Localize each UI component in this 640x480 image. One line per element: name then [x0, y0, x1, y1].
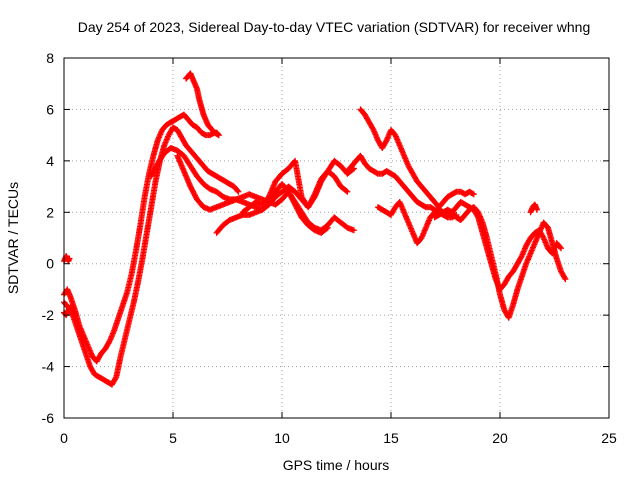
x-tick-label: 20 — [492, 430, 508, 446]
data-point — [344, 188, 351, 195]
series-arc-11 — [431, 204, 569, 321]
series-arc-1 — [61, 111, 222, 365]
y-tick-label: 2 — [46, 204, 54, 220]
data-point — [382, 138, 389, 145]
chart-title: Day 254 of 2023, Sidereal Day-to-day VTE… — [78, 19, 591, 35]
data-point — [215, 131, 222, 138]
data-point — [539, 233, 546, 240]
series-arc-7 — [239, 157, 357, 216]
data-point — [324, 224, 331, 231]
data-point — [534, 206, 541, 213]
data-point — [106, 339, 113, 346]
y-tick-label: 6 — [46, 101, 54, 117]
data-point — [558, 245, 565, 252]
x-tick-label: 15 — [383, 430, 399, 446]
data-point — [71, 312, 78, 319]
axis-ticks: 0 5 10 15 20 25 -6 -4 -2 0 2 4 6 8 — [42, 50, 617, 446]
plot-frame — [63, 57, 610, 419]
data-point — [323, 225, 330, 232]
data-point — [112, 375, 119, 382]
y-tick-label: -6 — [42, 410, 55, 426]
data-point — [343, 187, 350, 194]
series-arc-5 — [183, 70, 222, 139]
data-point — [557, 244, 564, 251]
x-tick-label: 25 — [601, 430, 617, 446]
series-arc-14 — [527, 201, 541, 216]
data-points — [61, 70, 569, 388]
y-tick-label: 8 — [46, 50, 54, 66]
data-point — [311, 192, 318, 199]
data-point — [369, 125, 376, 132]
data-point — [470, 191, 477, 198]
y-tick-label: -4 — [42, 359, 55, 375]
data-point — [562, 276, 569, 283]
data-point — [235, 188, 242, 195]
y-tick-label: 4 — [46, 153, 54, 169]
series-arc-6 — [213, 181, 331, 236]
y-tick-label: 0 — [46, 256, 54, 272]
data-point — [234, 187, 241, 194]
y-tick-label: -2 — [42, 307, 55, 323]
data-point — [66, 255, 73, 262]
x-tick-label: 5 — [169, 430, 177, 446]
series-arc-12 — [61, 253, 73, 265]
series-arc-2 — [61, 124, 242, 388]
x-axis-label: GPS time / hours — [283, 457, 390, 473]
data-point — [518, 254, 525, 261]
data-point — [561, 274, 568, 281]
x-tick-label: 10 — [274, 430, 290, 446]
x-tick-label: 0 — [60, 430, 68, 446]
data-point — [350, 227, 357, 234]
series-arc-9 — [357, 106, 477, 211]
y-axis-label: SDTVAR / TECUs — [5, 182, 21, 294]
data-point — [215, 132, 222, 139]
